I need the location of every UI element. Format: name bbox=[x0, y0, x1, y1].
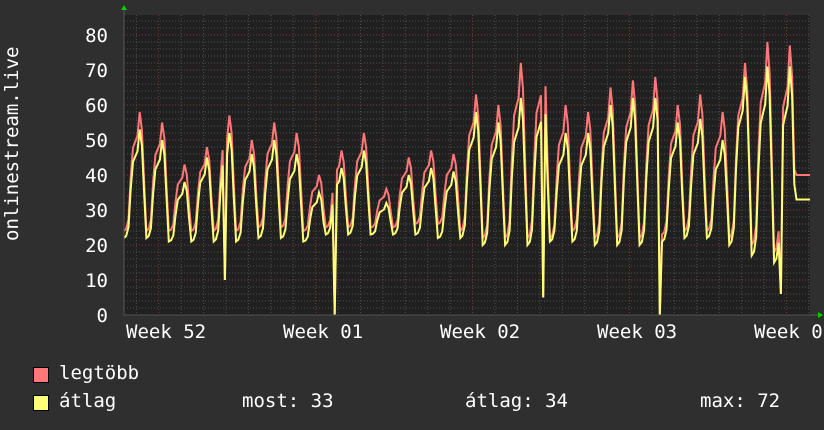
y-tick-label: 60 bbox=[85, 95, 108, 117]
y-tick-label: 10 bbox=[85, 270, 108, 292]
x-tick-label: Week 52 bbox=[126, 321, 206, 343]
y-tick-label: 70 bbox=[85, 60, 108, 82]
x-tick-label: Week 0 bbox=[754, 321, 823, 343]
stat-now: most: 33 bbox=[242, 390, 334, 412]
x-tick-label: Week 03 bbox=[597, 321, 677, 343]
series-line-avg bbox=[123, 66, 810, 316]
y-axis-arrow-icon bbox=[121, 5, 127, 10]
legend-label-avg: átlag bbox=[59, 390, 117, 412]
stat-average: átlag: 34 bbox=[465, 390, 568, 412]
y-axis-label: onlinestream.live bbox=[1, 46, 23, 241]
y-tick-label: 40 bbox=[85, 165, 108, 187]
y-tick-label: 0 bbox=[97, 305, 108, 327]
x-axis-arrow-icon bbox=[818, 312, 823, 318]
legend-swatch-max bbox=[33, 367, 49, 383]
y-tick-label: 20 bbox=[85, 235, 108, 257]
x-tick-label: Week 01 bbox=[283, 321, 363, 343]
y-tick-label: 80 bbox=[85, 25, 108, 47]
y-tick-label: 50 bbox=[85, 130, 108, 152]
stat-max: max: 72 bbox=[700, 390, 781, 412]
legend-label-max: legtöbb bbox=[59, 362, 140, 384]
legend-swatch-avg bbox=[33, 395, 49, 411]
y-tick-label: 30 bbox=[85, 200, 108, 222]
x-tick-label: Week 02 bbox=[440, 321, 520, 343]
